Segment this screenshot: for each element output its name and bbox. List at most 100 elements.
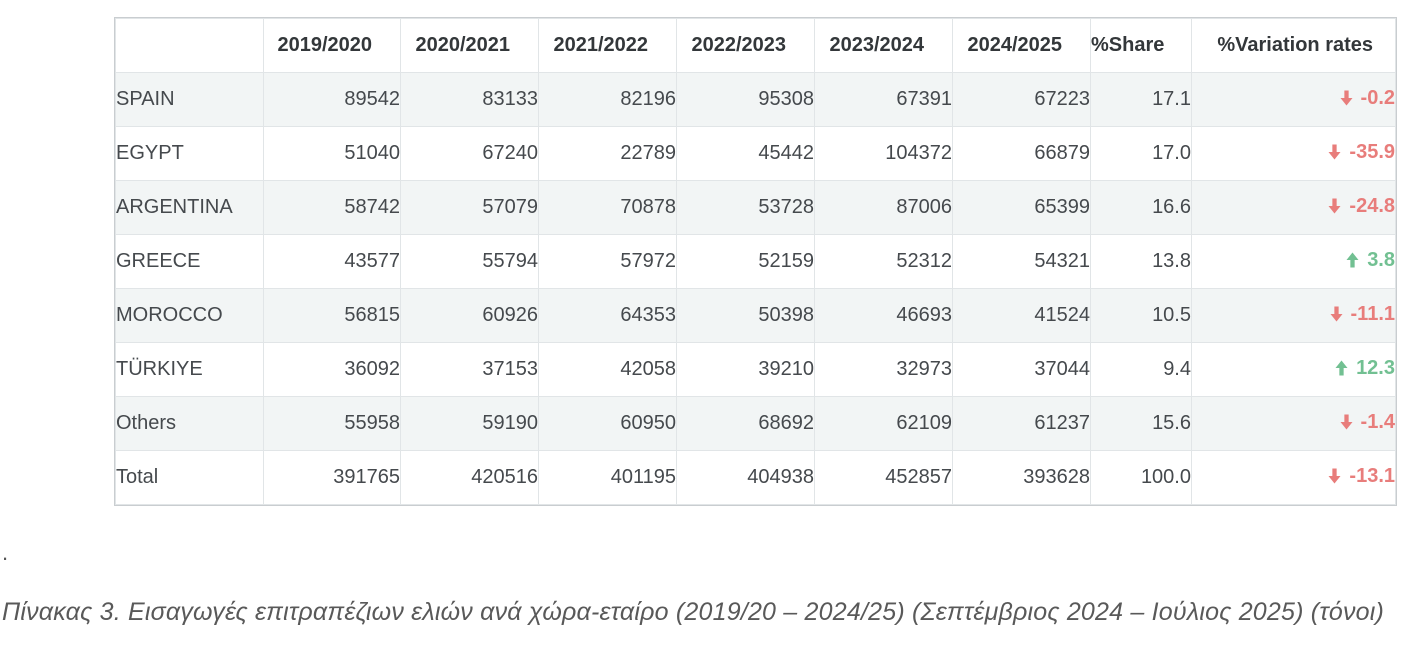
variation-cell: -13.1	[1191, 450, 1396, 505]
variation-value: -35.9	[1349, 140, 1395, 163]
arrow-down-icon	[1340, 414, 1353, 430]
variation-cell: -0.2	[1191, 72, 1396, 127]
value-cell: 87006	[814, 180, 953, 235]
value-cell: 391765	[263, 450, 401, 505]
variation-value: 3.8	[1367, 248, 1395, 271]
value-cell: 64353	[538, 288, 677, 343]
value-cell: 59190	[400, 396, 539, 451]
variation-cell: -1.4	[1191, 396, 1396, 451]
variation-value: -24.8	[1349, 194, 1395, 217]
row-label: EGYPT	[115, 126, 264, 181]
table-header: 2019/2020 2020/2021 2021/2022 2022/2023 2023…	[115, 18, 1396, 73]
value-cell: 50398	[676, 288, 815, 343]
table-body: SPAIN 89542 83133 82196 95308 67391 67223 17.1 -…	[115, 72, 1396, 505]
value-cell: 22789	[538, 126, 677, 181]
variation-indicator: -1.4	[1339, 411, 1395, 434]
variation-indicator: -35.9	[1327, 141, 1395, 164]
value-cell: 452857	[814, 450, 953, 505]
variation-value: -0.2	[1360, 86, 1395, 109]
table-header-row: 2019/2020 2020/2021 2021/2022 2022/2023 2023…	[115, 18, 1396, 73]
value-cell: 66879	[952, 126, 1091, 181]
value-cell: 55958	[263, 396, 401, 451]
row-label: ARGENTINA	[115, 180, 264, 235]
value-cell: 42058	[538, 342, 677, 397]
value-cell: 82196	[538, 72, 677, 127]
row-label: SPAIN	[115, 72, 264, 127]
value-cell: 52159	[676, 234, 815, 289]
value-cell: 404938	[676, 450, 815, 505]
value-cell: 57079	[400, 180, 539, 235]
arrow-down-icon	[1340, 90, 1353, 106]
table-row: ARGENTINA 58742 57079 70878 53728 87006 65399 1…	[115, 180, 1396, 235]
value-cell: 67240	[400, 126, 539, 181]
value-cell: 70878	[538, 180, 677, 235]
imports-table-container: 2019/2020 2020/2021 2021/2022 2022/2023 2023…	[114, 17, 1397, 506]
value-cell: 67391	[814, 72, 953, 127]
stray-period: .	[2, 540, 9, 565]
value-cell: 60950	[538, 396, 677, 451]
variation-cell: 3.8	[1191, 234, 1396, 289]
share-cell: 17.1	[1090, 72, 1192, 127]
value-cell: 56815	[263, 288, 401, 343]
variation-value: -11.1	[1350, 302, 1395, 325]
value-cell: 83133	[400, 72, 539, 127]
table-row: GREECE 43577 55794 57972 52159 52312 54321 13.8…	[115, 234, 1396, 289]
value-cell: 51040	[263, 126, 401, 181]
arrow-down-icon	[1328, 198, 1341, 214]
variation-cell: 12.3	[1191, 342, 1396, 397]
value-cell: 45442	[676, 126, 815, 181]
value-cell: 95308	[676, 72, 815, 127]
variation-indicator: 3.8	[1345, 249, 1395, 272]
value-cell: 401195	[538, 450, 677, 505]
value-cell: 54321	[952, 234, 1091, 289]
column-header: 2021/2022	[538, 18, 677, 73]
share-cell: 100.0	[1090, 450, 1192, 505]
column-header: 2020/2021	[400, 18, 539, 73]
value-cell: 46693	[814, 288, 953, 343]
table-olive-imports: 2019/2020 2020/2021 2021/2022 2022/2023 2023…	[114, 17, 1397, 506]
variation-indicator: -11.1	[1329, 303, 1395, 326]
variation-value: 12.3	[1356, 356, 1395, 379]
variation-cell: -11.1	[1191, 288, 1396, 343]
value-cell: 39210	[676, 342, 815, 397]
value-cell: 393628	[952, 450, 1091, 505]
variation-value: -1.4	[1360, 410, 1395, 433]
value-cell: 67223	[952, 72, 1091, 127]
column-header: 2019/2020	[263, 18, 401, 73]
variation-cell: -35.9	[1191, 126, 1396, 181]
variation-indicator: 12.3	[1334, 357, 1395, 380]
share-cell: 13.8	[1090, 234, 1192, 289]
value-cell: 43577	[263, 234, 401, 289]
column-header: %Variation rates	[1191, 18, 1396, 73]
table-row: MOROCCO 56815 60926 64353 50398 46693 41524 10.…	[115, 288, 1396, 343]
share-cell: 16.6	[1090, 180, 1192, 235]
share-cell: 17.0	[1090, 126, 1192, 181]
table-caption: Πίνακας 3. Εισαγωγές επιτραπέζιων ελιών …	[2, 598, 1385, 626]
variation-indicator: -24.8	[1327, 195, 1395, 218]
column-header: %Share	[1090, 18, 1192, 73]
value-cell: 68692	[676, 396, 815, 451]
value-cell: 89542	[263, 72, 401, 127]
value-cell: 37153	[400, 342, 539, 397]
arrow-down-icon	[1328, 144, 1341, 160]
arrow-down-icon	[1330, 306, 1343, 322]
value-cell: 62109	[814, 396, 953, 451]
table-row: TÜRKIYE 36092 37153 42058 39210 32973 37044 9.4…	[115, 342, 1396, 397]
value-cell: 41524	[952, 288, 1091, 343]
share-cell: 15.6	[1090, 396, 1192, 451]
value-cell: 37044	[952, 342, 1091, 397]
value-cell: 57972	[538, 234, 677, 289]
value-cell: 65399	[952, 180, 1091, 235]
value-cell: 58742	[263, 180, 401, 235]
row-label: Others	[115, 396, 264, 451]
row-label: TÜRKIYE	[115, 342, 264, 397]
column-header: 2024/2025	[952, 18, 1091, 73]
variation-indicator: -13.1	[1327, 465, 1395, 488]
value-cell: 36092	[263, 342, 401, 397]
table-row: EGYPT 51040 67240 22789 45442 104372 66879 17.0…	[115, 126, 1396, 181]
column-header: 2022/2023	[676, 18, 815, 73]
share-cell: 10.5	[1090, 288, 1192, 343]
variation-value: -13.1	[1349, 464, 1395, 487]
value-cell: 420516	[400, 450, 539, 505]
